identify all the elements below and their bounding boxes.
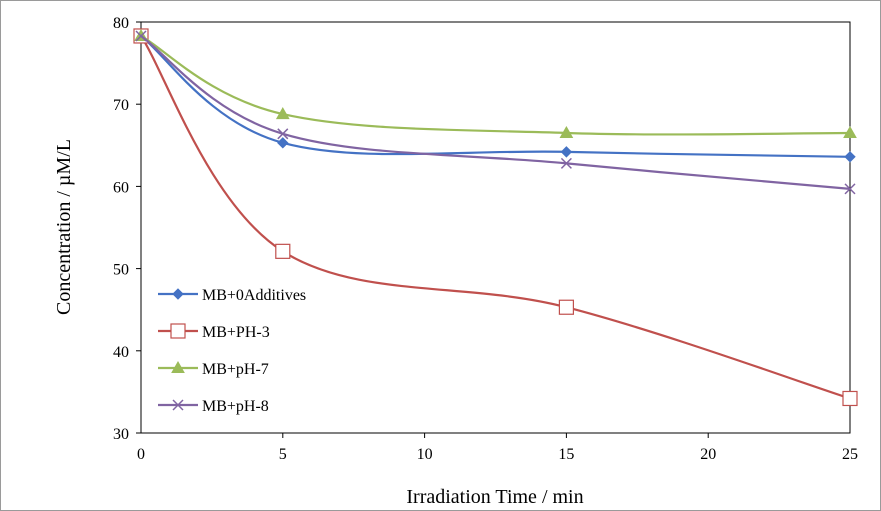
data-point: [275, 107, 290, 120]
y-tick-label: 80: [113, 15, 129, 32]
series-line: [140, 35, 851, 136]
data-point: [560, 157, 572, 169]
y-tick-label: 70: [113, 97, 129, 114]
legend-marker: [172, 288, 184, 300]
legend-label: MB+PH-3: [202, 324, 270, 341]
legend-marker: [170, 323, 186, 339]
x-tick-label: 0: [137, 446, 145, 463]
legend-label: MB+pH-7: [202, 361, 269, 378]
legend-marker: [172, 399, 184, 411]
y-axis-title: Concentration / µM/L: [53, 139, 75, 315]
x-axis-title: Irradiation Time / min: [406, 486, 583, 508]
legend-item: MB+pH-7: [158, 360, 269, 378]
y-tick-label: 40: [113, 344, 129, 361]
series-3: [135, 30, 856, 195]
series-line: [140, 35, 851, 158]
x-axis: 0 5 10 15 20 25: [137, 433, 858, 463]
series-line: [140, 35, 851, 400]
data-point: [560, 146, 573, 158]
x-tick-label: 25: [842, 446, 858, 463]
data-point: [135, 30, 147, 42]
data-point: [558, 299, 575, 315]
x-tick-label: 5: [279, 446, 287, 463]
data-point: [559, 125, 574, 138]
data-point: [843, 125, 857, 138]
x-tick-label: 20: [700, 446, 716, 463]
data-point: [842, 390, 858, 407]
series-line: [140, 35, 851, 190]
legend-item: MB+0Additives: [158, 287, 306, 304]
legend: MB+0Additives MB+PH-3 MB+pH-7 MB+pH-8: [158, 287, 306, 415]
y-tick-label: 30: [113, 426, 129, 443]
y-tick-label: 60: [113, 179, 129, 196]
y-axis: 30 40 50 60 70 80: [113, 15, 141, 443]
legend-marker: [171, 360, 185, 373]
legend-label: MB+pH-8: [202, 398, 269, 415]
data-point: [844, 151, 856, 163]
y-tick-label: 50: [113, 262, 129, 279]
series-layer: [133, 28, 858, 407]
legend-item: MB+pH-8: [158, 398, 269, 415]
data-point: [277, 137, 289, 149]
data-point: [275, 243, 291, 259]
data-point: [277, 128, 289, 140]
data-point: [844, 183, 856, 195]
x-tick-label: 10: [417, 446, 433, 463]
x-tick-label: 15: [558, 446, 574, 463]
plot-area: [140, 21, 851, 434]
legend-item: MB+PH-3: [158, 323, 270, 341]
legend-label: MB+0Additives: [202, 287, 306, 304]
